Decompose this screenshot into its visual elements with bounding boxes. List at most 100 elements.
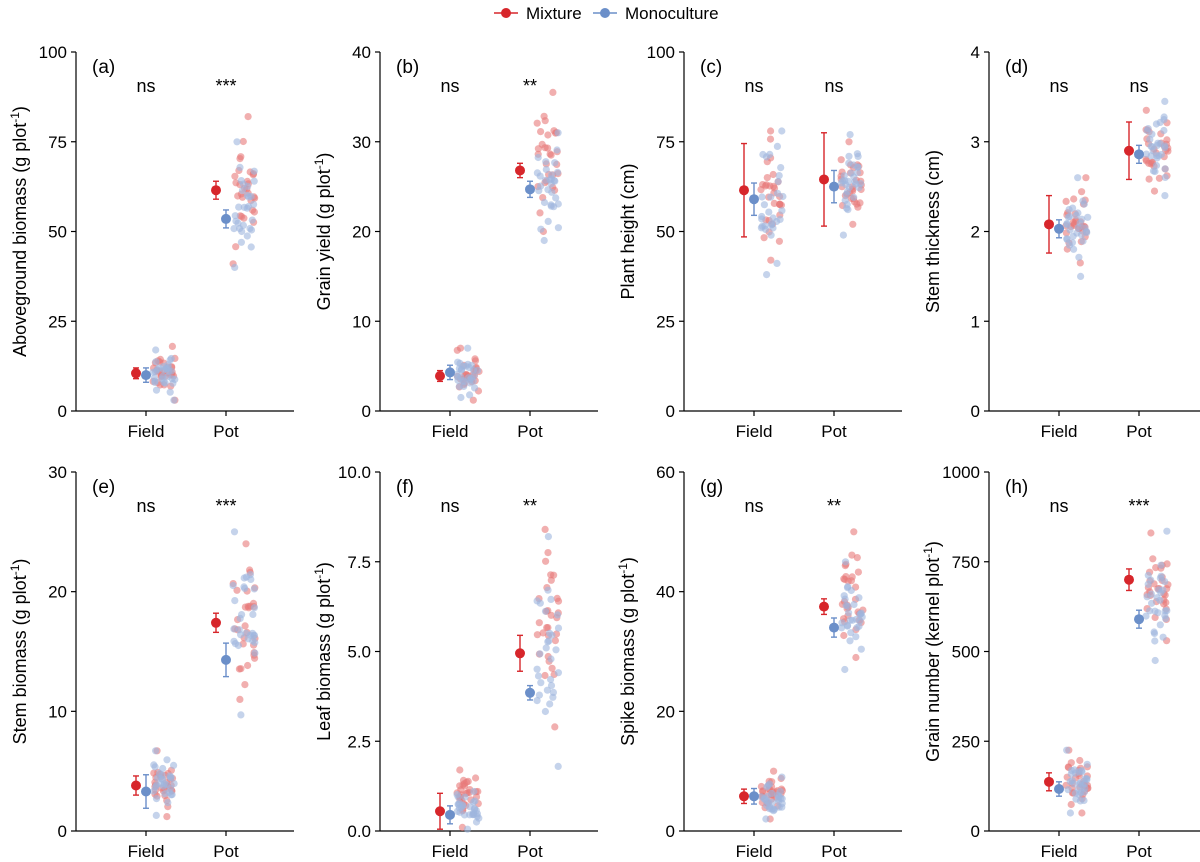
mean-monoculture-pot: [829, 169, 839, 204]
data-point: [241, 681, 249, 689]
data-point: [166, 388, 174, 396]
data-point: [1150, 628, 1158, 636]
y-axis-label: Grain yield (g plot-1): [312, 153, 334, 311]
data-point: [239, 137, 247, 146]
data-point: [763, 801, 771, 810]
data-point: [1066, 212, 1074, 221]
x-tick-label-pot: Pot: [1126, 422, 1152, 441]
data-point: [778, 773, 786, 781]
data-point: [759, 181, 767, 189]
data-point: [837, 156, 845, 164]
data-point: [537, 225, 545, 233]
data-point: [250, 604, 258, 612]
mean-marker: [1054, 783, 1064, 794]
data-point: [547, 180, 555, 188]
data-point: [757, 782, 766, 791]
data-point: [767, 193, 775, 201]
data-point: [536, 209, 544, 217]
mean-mixture-field: [435, 792, 445, 830]
data-point: [168, 375, 176, 383]
data-point: [166, 784, 175, 793]
data-point: [542, 557, 550, 565]
data-point: [775, 172, 783, 180]
x-tick-label-field: Field: [736, 422, 773, 441]
data-point: [237, 177, 245, 185]
data-point: [472, 774, 480, 782]
data-point: [1157, 572, 1165, 580]
data-point: [469, 396, 477, 404]
data-point: [534, 153, 542, 162]
raw-points: [1062, 97, 1172, 280]
data-point: [245, 193, 253, 201]
mean-marker: [221, 213, 231, 224]
data-point: [841, 558, 850, 566]
data-point: [166, 356, 174, 364]
data-point: [1151, 167, 1159, 176]
y-tick-label: 0: [58, 402, 67, 421]
panel-tag: (e): [92, 477, 115, 498]
data-point: [769, 170, 777, 179]
legend-mixture-marker: [501, 8, 511, 18]
data-point: [766, 135, 775, 143]
panel-b: 0 10 20 30 40 Field Pot (b) ns ** Grain yield (g p…: [312, 43, 598, 441]
data-point: [554, 129, 562, 137]
data-point: [1156, 140, 1164, 148]
panel-tag: (h): [1005, 477, 1028, 498]
data-point: [769, 807, 778, 815]
data-point: [235, 203, 243, 211]
mean-mixture-field: [131, 367, 141, 380]
data-point: [159, 372, 167, 380]
data-point: [760, 201, 769, 209]
data-point: [168, 342, 176, 350]
panel-d: 0 1 2 3 4 Field Pot (d) ns ns Stem thickness (cm): [923, 43, 1200, 441]
data-point: [1159, 633, 1167, 641]
x-tick-label-field: Field: [736, 842, 773, 861]
data-point: [1153, 154, 1161, 162]
mean-monoculture-field: [445, 364, 455, 381]
data-point: [1152, 161, 1161, 170]
data-point: [1076, 219, 1084, 227]
y-axis-label: Stem thickness (cm): [923, 150, 943, 313]
legend-item-mixture: Mixture: [494, 4, 582, 23]
data-point: [847, 169, 855, 177]
data-point: [774, 177, 782, 186]
data-point: [541, 671, 549, 680]
data-point: [248, 629, 257, 637]
raw-points: [453, 525, 563, 833]
data-point: [466, 803, 474, 811]
mean-monoculture-field: [141, 367, 151, 383]
panel-tag: (d): [1005, 57, 1028, 78]
legend-monoculture-label: Monoculture: [625, 4, 719, 23]
data-point: [1076, 259, 1084, 267]
data-point: [1161, 165, 1169, 173]
x-tick-label-pot: Pot: [213, 842, 239, 861]
mean-mixture-field: [739, 788, 749, 805]
data-point: [853, 554, 861, 562]
data-point: [858, 613, 866, 621]
x-tick-label-pot: Pot: [517, 842, 543, 861]
data-point: [1149, 555, 1157, 563]
data-point: [247, 243, 255, 251]
mean-marker: [829, 181, 839, 192]
data-point: [1077, 272, 1085, 280]
data-point: [244, 113, 252, 121]
y-tick-label: 25: [48, 312, 67, 331]
data-point: [1144, 125, 1152, 133]
data-point: [159, 782, 167, 790]
y-tick-label: 0: [58, 822, 67, 841]
data-point: [231, 172, 239, 180]
data-point: [152, 781, 161, 789]
legend: Mixture Monoculture: [494, 4, 719, 23]
data-point: [1067, 800, 1075, 809]
y-tick-label: 7.5: [347, 553, 371, 572]
data-point: [235, 665, 243, 673]
data-point: [554, 224, 563, 232]
data-point: [849, 220, 857, 228]
mean-monoculture-pot: [829, 617, 839, 638]
data-point: [1069, 204, 1077, 212]
data-point: [850, 193, 858, 201]
data-point: [547, 681, 556, 690]
data-point: [547, 576, 555, 584]
raw-points: [149, 113, 259, 404]
significance-label: ns: [1129, 76, 1148, 96]
